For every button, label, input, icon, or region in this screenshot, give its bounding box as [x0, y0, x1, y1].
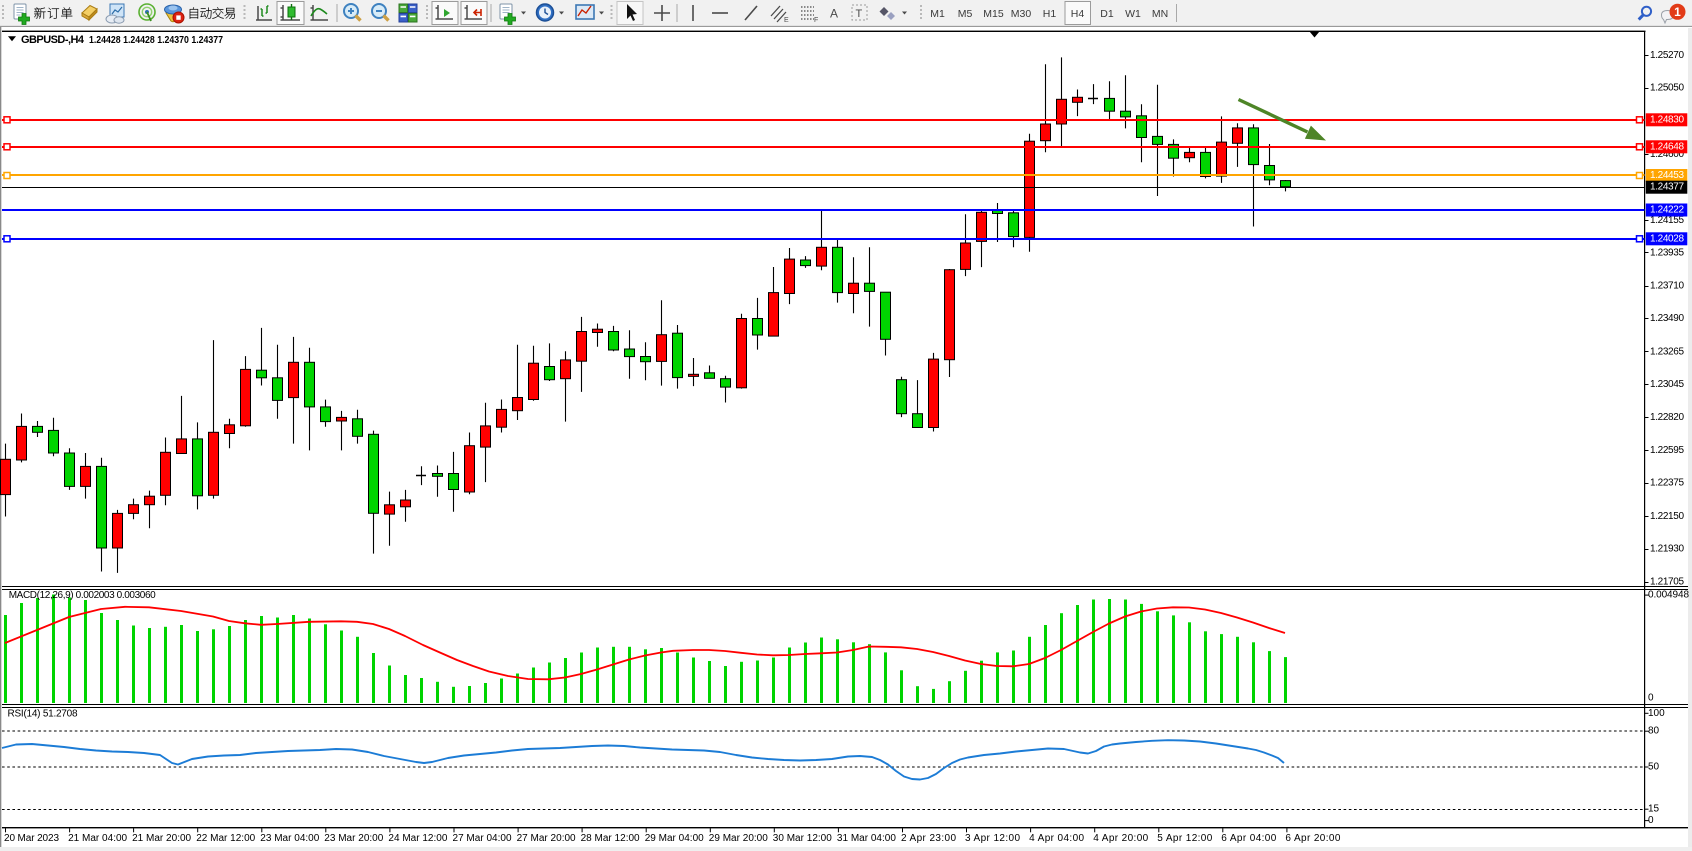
svg-text:1.24830: 1.24830	[1650, 114, 1684, 125]
svg-text:23 Mar 20:00: 23 Mar 20:00	[324, 833, 383, 844]
svg-text:1.24648: 1.24648	[1650, 141, 1684, 152]
svg-text:W1: W1	[1125, 8, 1141, 20]
svg-text:6 Apr 20:00: 6 Apr 20:00	[1285, 833, 1340, 844]
svg-text:1.24453: 1.24453	[1650, 170, 1684, 181]
svg-text:4 Apr 04:00: 4 Apr 04:00	[1029, 833, 1084, 844]
svg-text:20 Mar 2023: 20 Mar 2023	[4, 833, 59, 844]
svg-text:1.25270: 1.25270	[1650, 50, 1684, 61]
svg-text:31 Mar 04:00: 31 Mar 04:00	[837, 833, 896, 844]
svg-text:MACD(12,26,9) 0.002003 0.00306: MACD(12,26,9) 0.002003 0.003060	[9, 590, 156, 601]
svg-text:1.25050: 1.25050	[1650, 83, 1684, 94]
svg-text:RSI(14) 51.2708: RSI(14) 51.2708	[8, 709, 78, 720]
svg-text:E: E	[784, 17, 789, 24]
svg-text:21 Mar 20:00: 21 Mar 20:00	[132, 833, 191, 844]
svg-text:1.22595: 1.22595	[1650, 445, 1684, 456]
svg-text:100: 100	[1648, 708, 1665, 719]
svg-text:D1: D1	[1100, 8, 1114, 20]
svg-text:27 Mar 20:00: 27 Mar 20:00	[517, 833, 576, 844]
svg-text:22 Mar 12:00: 22 Mar 12:00	[196, 833, 255, 844]
svg-text:M1: M1	[930, 8, 945, 20]
svg-text:T: T	[856, 8, 863, 20]
svg-text:24 Mar 12:00: 24 Mar 12:00	[388, 833, 447, 844]
svg-text:1.24600: 1.24600	[1650, 149, 1684, 160]
svg-text:1.23490: 1.23490	[1650, 313, 1684, 324]
svg-text:1.23265: 1.23265	[1650, 346, 1684, 357]
svg-text:H4: H4	[1071, 8, 1085, 20]
svg-text:80: 80	[1648, 726, 1660, 737]
svg-text:1.24028: 1.24028	[1650, 233, 1684, 244]
svg-text:3 Apr 12:00: 3 Apr 12:00	[965, 833, 1020, 844]
svg-text:MN: MN	[1152, 8, 1168, 20]
svg-text:1.22150: 1.22150	[1650, 511, 1684, 522]
svg-text:1.21705: 1.21705	[1650, 577, 1684, 588]
svg-text:0.004948: 0.004948	[1648, 590, 1689, 601]
svg-text:GBPUSD-,H4: GBPUSD-,H4	[21, 34, 85, 46]
svg-text:6 Apr 04:00: 6 Apr 04:00	[1221, 833, 1276, 844]
svg-text:30 Mar 12:00: 30 Mar 12:00	[773, 833, 832, 844]
svg-text:M15: M15	[983, 8, 1004, 20]
svg-text:27 Mar 04:00: 27 Mar 04:00	[453, 833, 512, 844]
svg-text:2 Apr 23:00: 2 Apr 23:00	[901, 833, 956, 844]
svg-text:1.24155: 1.24155	[1650, 215, 1684, 226]
svg-text:1.23935: 1.23935	[1650, 247, 1684, 258]
svg-text:0: 0	[1648, 815, 1654, 826]
svg-text:50: 50	[1648, 762, 1660, 773]
svg-text:1.22375: 1.22375	[1650, 478, 1684, 489]
svg-text:1: 1	[1674, 5, 1681, 19]
svg-text:F: F	[814, 17, 818, 24]
svg-text:0: 0	[1648, 693, 1654, 704]
svg-text:29 Mar 04:00: 29 Mar 04:00	[645, 833, 704, 844]
svg-text:1.24377: 1.24377	[1650, 182, 1684, 193]
svg-text:M5: M5	[958, 8, 973, 20]
svg-text:1.24222: 1.24222	[1650, 205, 1684, 216]
svg-text:5 Apr 12:00: 5 Apr 12:00	[1157, 833, 1212, 844]
svg-text:M30: M30	[1011, 8, 1032, 20]
svg-text:29 Mar 20:00: 29 Mar 20:00	[709, 833, 768, 844]
svg-text:28 Mar 12:00: 28 Mar 12:00	[581, 833, 640, 844]
svg-text:23 Mar 04:00: 23 Mar 04:00	[260, 833, 319, 844]
svg-text:21 Mar 04:00: 21 Mar 04:00	[68, 833, 127, 844]
svg-text:A: A	[830, 7, 838, 21]
svg-text:15: 15	[1648, 804, 1660, 815]
svg-text:H1: H1	[1043, 8, 1057, 20]
svg-text:1.23710: 1.23710	[1650, 281, 1684, 292]
svg-text:1.24428 1.24428 1.24370 1.2437: 1.24428 1.24428 1.24370 1.24377	[89, 35, 223, 46]
svg-text:1.22820: 1.22820	[1650, 412, 1684, 423]
svg-text:4 Apr 20:00: 4 Apr 20:00	[1093, 833, 1148, 844]
svg-text:1.21930: 1.21930	[1650, 544, 1684, 555]
svg-text:1.23045: 1.23045	[1650, 379, 1684, 390]
